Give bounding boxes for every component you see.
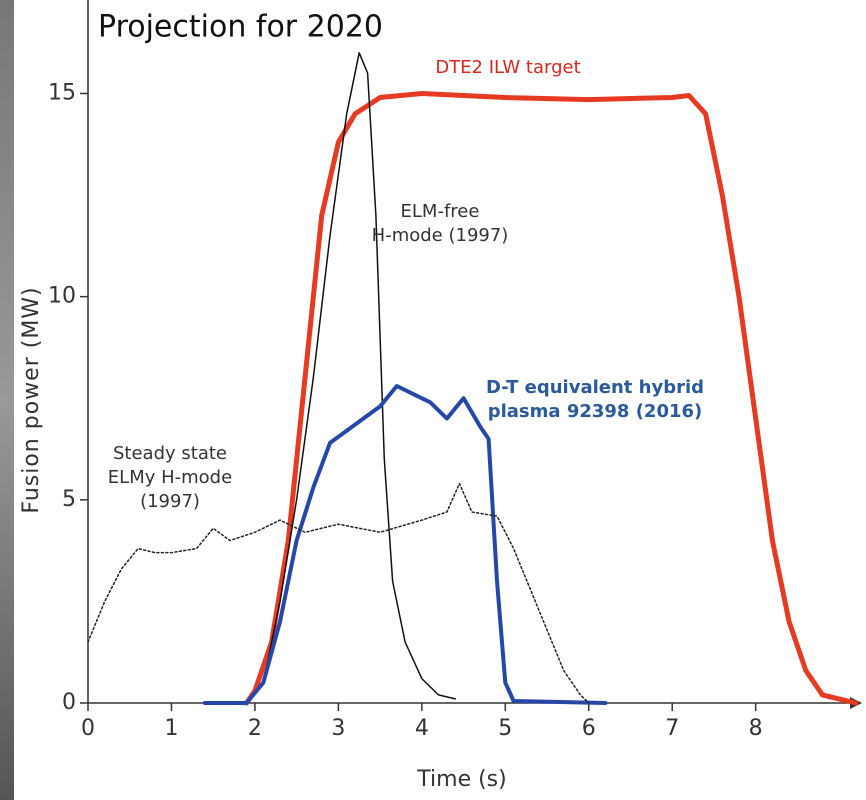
series-label: plasma 92398 (2016) (488, 401, 703, 422)
series-label: H-mode (1997) (372, 225, 509, 246)
x-tick-label: 1 (164, 716, 178, 741)
x-tick-label: 4 (415, 716, 429, 741)
series-label: D-T equivalent hybrid (486, 377, 704, 398)
series-line (247, 94, 856, 704)
y-axis-label: Fusion power (MW) (19, 286, 44, 513)
chart: Projection for 2020 Time (s) Fusion powe… (0, 0, 866, 800)
x-tick-label: 5 (498, 716, 512, 741)
x-tick-label: 6 (582, 716, 596, 741)
series-line (88, 484, 589, 703)
x-tick-label: 0 (81, 716, 95, 741)
x-tick-label: 8 (749, 716, 763, 741)
x-tick-label: 2 (248, 716, 262, 741)
y-tick-label: 5 (62, 487, 76, 512)
x-axis-label: Time (s) (416, 767, 506, 792)
chart-title: Projection for 2020 (98, 10, 383, 45)
series-label: Steady state (113, 443, 227, 464)
series-label: (1997) (140, 491, 200, 512)
y-tick-label: 10 (48, 284, 76, 309)
x-tick-label: 3 (331, 716, 345, 741)
y-tick-label: 0 (62, 690, 76, 715)
series-label: DTE2 ILW target (435, 57, 580, 78)
x-tick-label: 7 (665, 716, 679, 741)
background-photo-strip (0, 0, 14, 800)
y-tick-label: 15 (48, 80, 76, 105)
series-label: ELMy H-mode (108, 467, 232, 488)
series-label: ELM-free (401, 201, 480, 222)
